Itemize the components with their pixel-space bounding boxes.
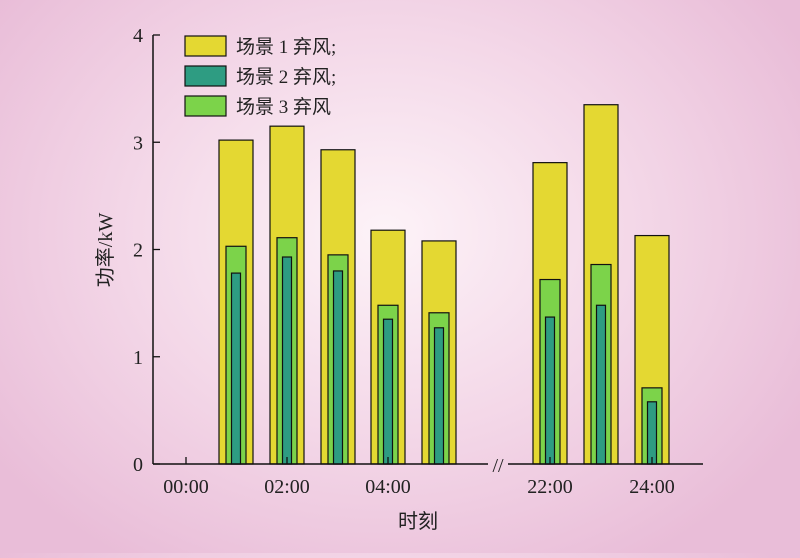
y-tick-label-1: 1 (133, 347, 143, 369)
legend-label-1: 场景 1 弃风; (236, 36, 336, 58)
legend-swatch-2 (184, 65, 227, 87)
bar-s2-01:00 (230, 272, 242, 465)
y-tick-label-3: 3 (133, 132, 143, 154)
bar-s2-03:00 (332, 270, 344, 465)
x-tick-label-22:00: 22:00 (527, 476, 573, 498)
bar-s2-05:00 (433, 327, 445, 465)
legend-label-3: 场景 3 弃风 (236, 96, 331, 118)
bar-s2-22:00 (544, 316, 556, 465)
legend-swatch-3 (184, 95, 227, 117)
x-tick-label-24:00: 24:00 (629, 476, 675, 498)
y-tick-label-2: 2 (133, 240, 143, 262)
y-axis-title: 功率/kW (94, 213, 117, 288)
legend-swatch-1 (184, 35, 227, 57)
y-tick-label-4: 4 (133, 25, 143, 47)
x-tick-label-00:00: 00:00 (163, 476, 209, 498)
axis-break-mark: // (492, 455, 504, 477)
bar-s2-02:00 (281, 256, 293, 465)
bar-s2-24:00 (646, 401, 658, 465)
y-tick-label-0: 0 (133, 454, 143, 476)
legend-label-2: 场景 2 弃风; (236, 66, 336, 88)
x-tick-label-02:00: 02:00 (264, 476, 310, 498)
bar-s2-23:00 (595, 304, 607, 465)
x-axis-title: 时刻 (398, 510, 438, 533)
x-tick-label-04:00: 04:00 (365, 476, 411, 498)
bar-s2-04:00 (382, 318, 394, 465)
